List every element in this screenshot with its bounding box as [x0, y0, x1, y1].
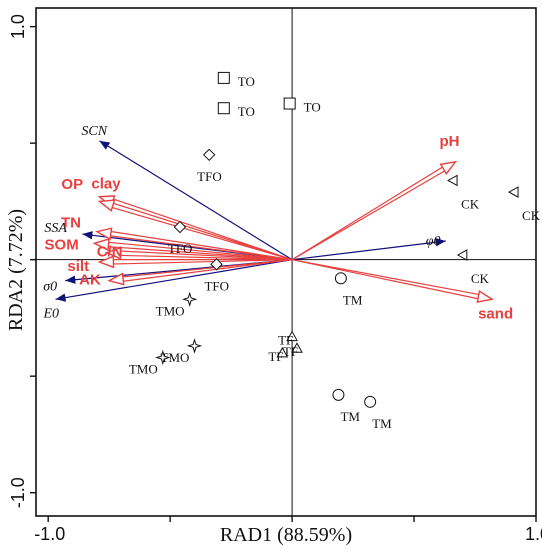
explanatory-label: C/N [97, 244, 123, 261]
site-marker-TO [283, 97, 296, 110]
site-label: TM [340, 409, 360, 424]
site-label: TO [238, 104, 255, 119]
arrow-head [97, 199, 116, 212]
arrow-head [82, 231, 93, 240]
response-label: E0 [43, 306, 60, 321]
site-marker-TM [332, 388, 345, 401]
site-label: TF [268, 349, 283, 364]
site-marker-TO [217, 71, 230, 84]
site-marker-TMO [186, 338, 203, 354]
site-label: CK [461, 196, 480, 211]
site-label: CK [522, 208, 541, 223]
explanatory-label: silt [67, 258, 89, 275]
arrow-head [55, 293, 67, 302]
explanatory-label: AK [79, 272, 101, 289]
y-tick-label: 1.0 [8, 14, 28, 39]
response-arrow-SCN [99, 140, 293, 261]
site-marker-TFO [173, 220, 187, 234]
explanatory-label: sand [478, 305, 513, 322]
explanatory-arrow-pH [291, 165, 448, 261]
site-marker-TMO [155, 349, 171, 366]
site-label: CK [471, 271, 490, 286]
site-label: TO [238, 74, 255, 89]
site-label: TM [372, 416, 392, 431]
site-marker-TF [276, 346, 289, 358]
site-label: TM [343, 292, 363, 307]
site-marker-TF [291, 342, 303, 353]
explanatory-label: SOM [45, 236, 79, 253]
y-tick-label: -1.0 [8, 477, 28, 508]
explanatory-label: TN [61, 215, 81, 232]
arrow-head [439, 160, 458, 175]
arrow-head [97, 255, 115, 269]
y-axis-title: RDA2 (7.72%) [5, 209, 27, 331]
x-axis-title: RAD1 (88.59%) [220, 524, 352, 546]
arrow-head [107, 272, 125, 286]
explanatory-label: clay [91, 175, 121, 192]
site-marker-TO [217, 102, 230, 115]
site-label: TF [278, 333, 293, 348]
site-marker-TF [286, 330, 298, 342]
plot-frame [35, 7, 537, 517]
response-label: φ0 [426, 234, 441, 249]
response-arrow-φ0 [292, 240, 446, 261]
arrow-head [476, 290, 494, 303]
site-marker-TM [364, 395, 377, 408]
response-label: SSA [44, 221, 67, 236]
site-label: TMO [129, 362, 158, 377]
explanatory-label: pH [440, 133, 460, 150]
response-label: σ0 [43, 280, 57, 295]
site-label: TFO [168, 241, 193, 256]
site-label: TO [304, 100, 321, 115]
x-tick-label: -1.0 [34, 524, 65, 544]
arrow-head [435, 238, 446, 247]
site-marker-TMO [182, 291, 198, 307]
site-marker-TFO [210, 258, 223, 271]
arrow-head [95, 227, 113, 241]
arrow-head [92, 238, 110, 252]
explanatory-label: OP [61, 176, 83, 193]
site-marker-CK [447, 174, 458, 187]
site-marker-CK [456, 249, 468, 261]
axis-ticks: -1.0 1.0 1.0 -1.0 [8, 14, 542, 544]
response-arrow-E0 [55, 259, 293, 300]
site-label: TFO [197, 169, 222, 184]
site-marker-TM [334, 272, 347, 285]
site-label: TMO [156, 303, 185, 318]
arrow-head [65, 275, 76, 284]
site-marker-CK [508, 186, 519, 198]
site-label: TFO [204, 278, 229, 293]
arrow-head [99, 140, 111, 150]
explanatory-arrow-sand [291, 259, 482, 300]
response-label: SCN [81, 124, 107, 139]
site-marker-TFO [202, 148, 216, 162]
site-label: TMO [161, 350, 190, 365]
x-tick-label: 1.0 [525, 524, 542, 544]
